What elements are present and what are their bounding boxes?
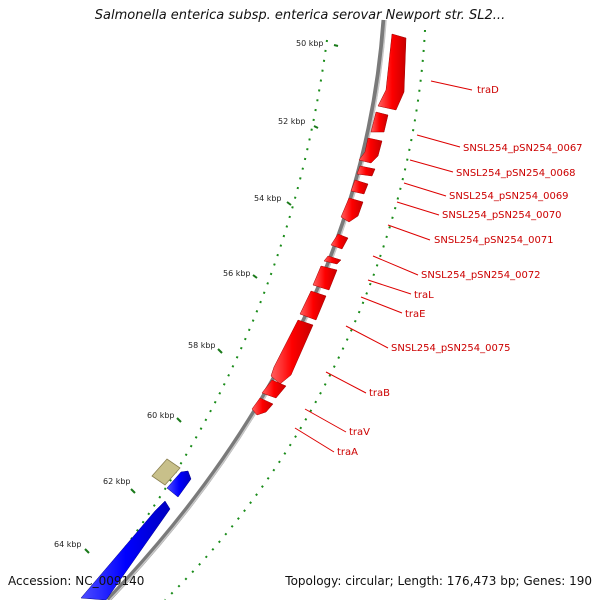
gene-arrow[interactable] — [330, 233, 349, 250]
gene-label[interactable]: SNSL254_pSN254_0068 — [456, 168, 576, 179]
scale-tick-label: 60 kbp — [147, 411, 175, 420]
gene-label[interactable]: SNSL254_pSN254_0071 — [434, 235, 554, 246]
accession-info: Accession: NC_009140 — [8, 574, 144, 588]
gene-label-traa[interactable]: traA — [337, 447, 358, 458]
scale-ticks — [84, 44, 339, 554]
gene-arrow[interactable] — [299, 290, 327, 321]
gene-label-trae[interactable]: traE — [405, 309, 425, 320]
label-leader-lines — [294, 80, 473, 453]
topology-info: Topology: circular; Length: 176,473 bp; … — [285, 574, 592, 588]
gene-label[interactable]: SNSL254_pSN254_0075 — [391, 343, 511, 354]
gene-label-trav[interactable]: traV — [349, 427, 370, 438]
scale-tick-label: 56 kbp — [223, 269, 251, 278]
gene-arrow[interactable] — [251, 397, 274, 416]
accession-label: Accession: — [8, 574, 72, 588]
scale-tick-label: 62 kbp — [103, 477, 131, 486]
scale-tick-label: 58 kbp — [188, 341, 216, 350]
reverse-strand-genes — [251, 33, 407, 416]
gene-label[interactable]: SNSL254_pSN254_0067 — [463, 143, 583, 154]
gene-arrow[interactable] — [166, 470, 192, 498]
other-feature-block[interactable] — [151, 458, 181, 486]
genome-backbone — [106, 19, 387, 600]
accession-number: NC_009140 — [75, 574, 145, 588]
gene-arrow[interactable] — [350, 179, 369, 195]
scale-tick-label: 54 kbp — [254, 194, 282, 203]
gene-arrow[interactable] — [356, 165, 376, 177]
gene-arrow[interactable] — [270, 319, 314, 385]
gene-arrow[interactable] — [312, 265, 338, 291]
gene-label[interactable]: SNSL254_pSN254_0070 — [442, 210, 562, 221]
gene-label-trab[interactable]: traB — [369, 388, 390, 399]
scale-tick-label: 64 kbp — [54, 540, 82, 549]
gene-arrow[interactable] — [261, 379, 287, 399]
gene-label[interactable]: SNSL254_pSN254_0072 — [421, 270, 541, 281]
scale-tick-label: 50 kbp — [296, 39, 324, 48]
gene-arrow[interactable] — [370, 111, 389, 133]
gene-arrow-tradD[interactable] — [377, 33, 407, 111]
scale-tick-label: 52 kbp — [278, 117, 306, 126]
gene-label-trad[interactable]: traD — [477, 85, 499, 96]
gene-arrow[interactable] — [323, 255, 342, 265]
gene-arrow[interactable] — [340, 197, 364, 223]
gene-label-tral[interactable]: traL — [414, 290, 434, 301]
map-title: Salmonella enterica subsp. enterica sero… — [94, 8, 506, 23]
gene-arrow[interactable] — [358, 137, 383, 164]
gene-label[interactable]: SNSL254_pSN254_0069 — [449, 191, 569, 202]
genome-backbone-highlight — [109, 19, 387, 600]
